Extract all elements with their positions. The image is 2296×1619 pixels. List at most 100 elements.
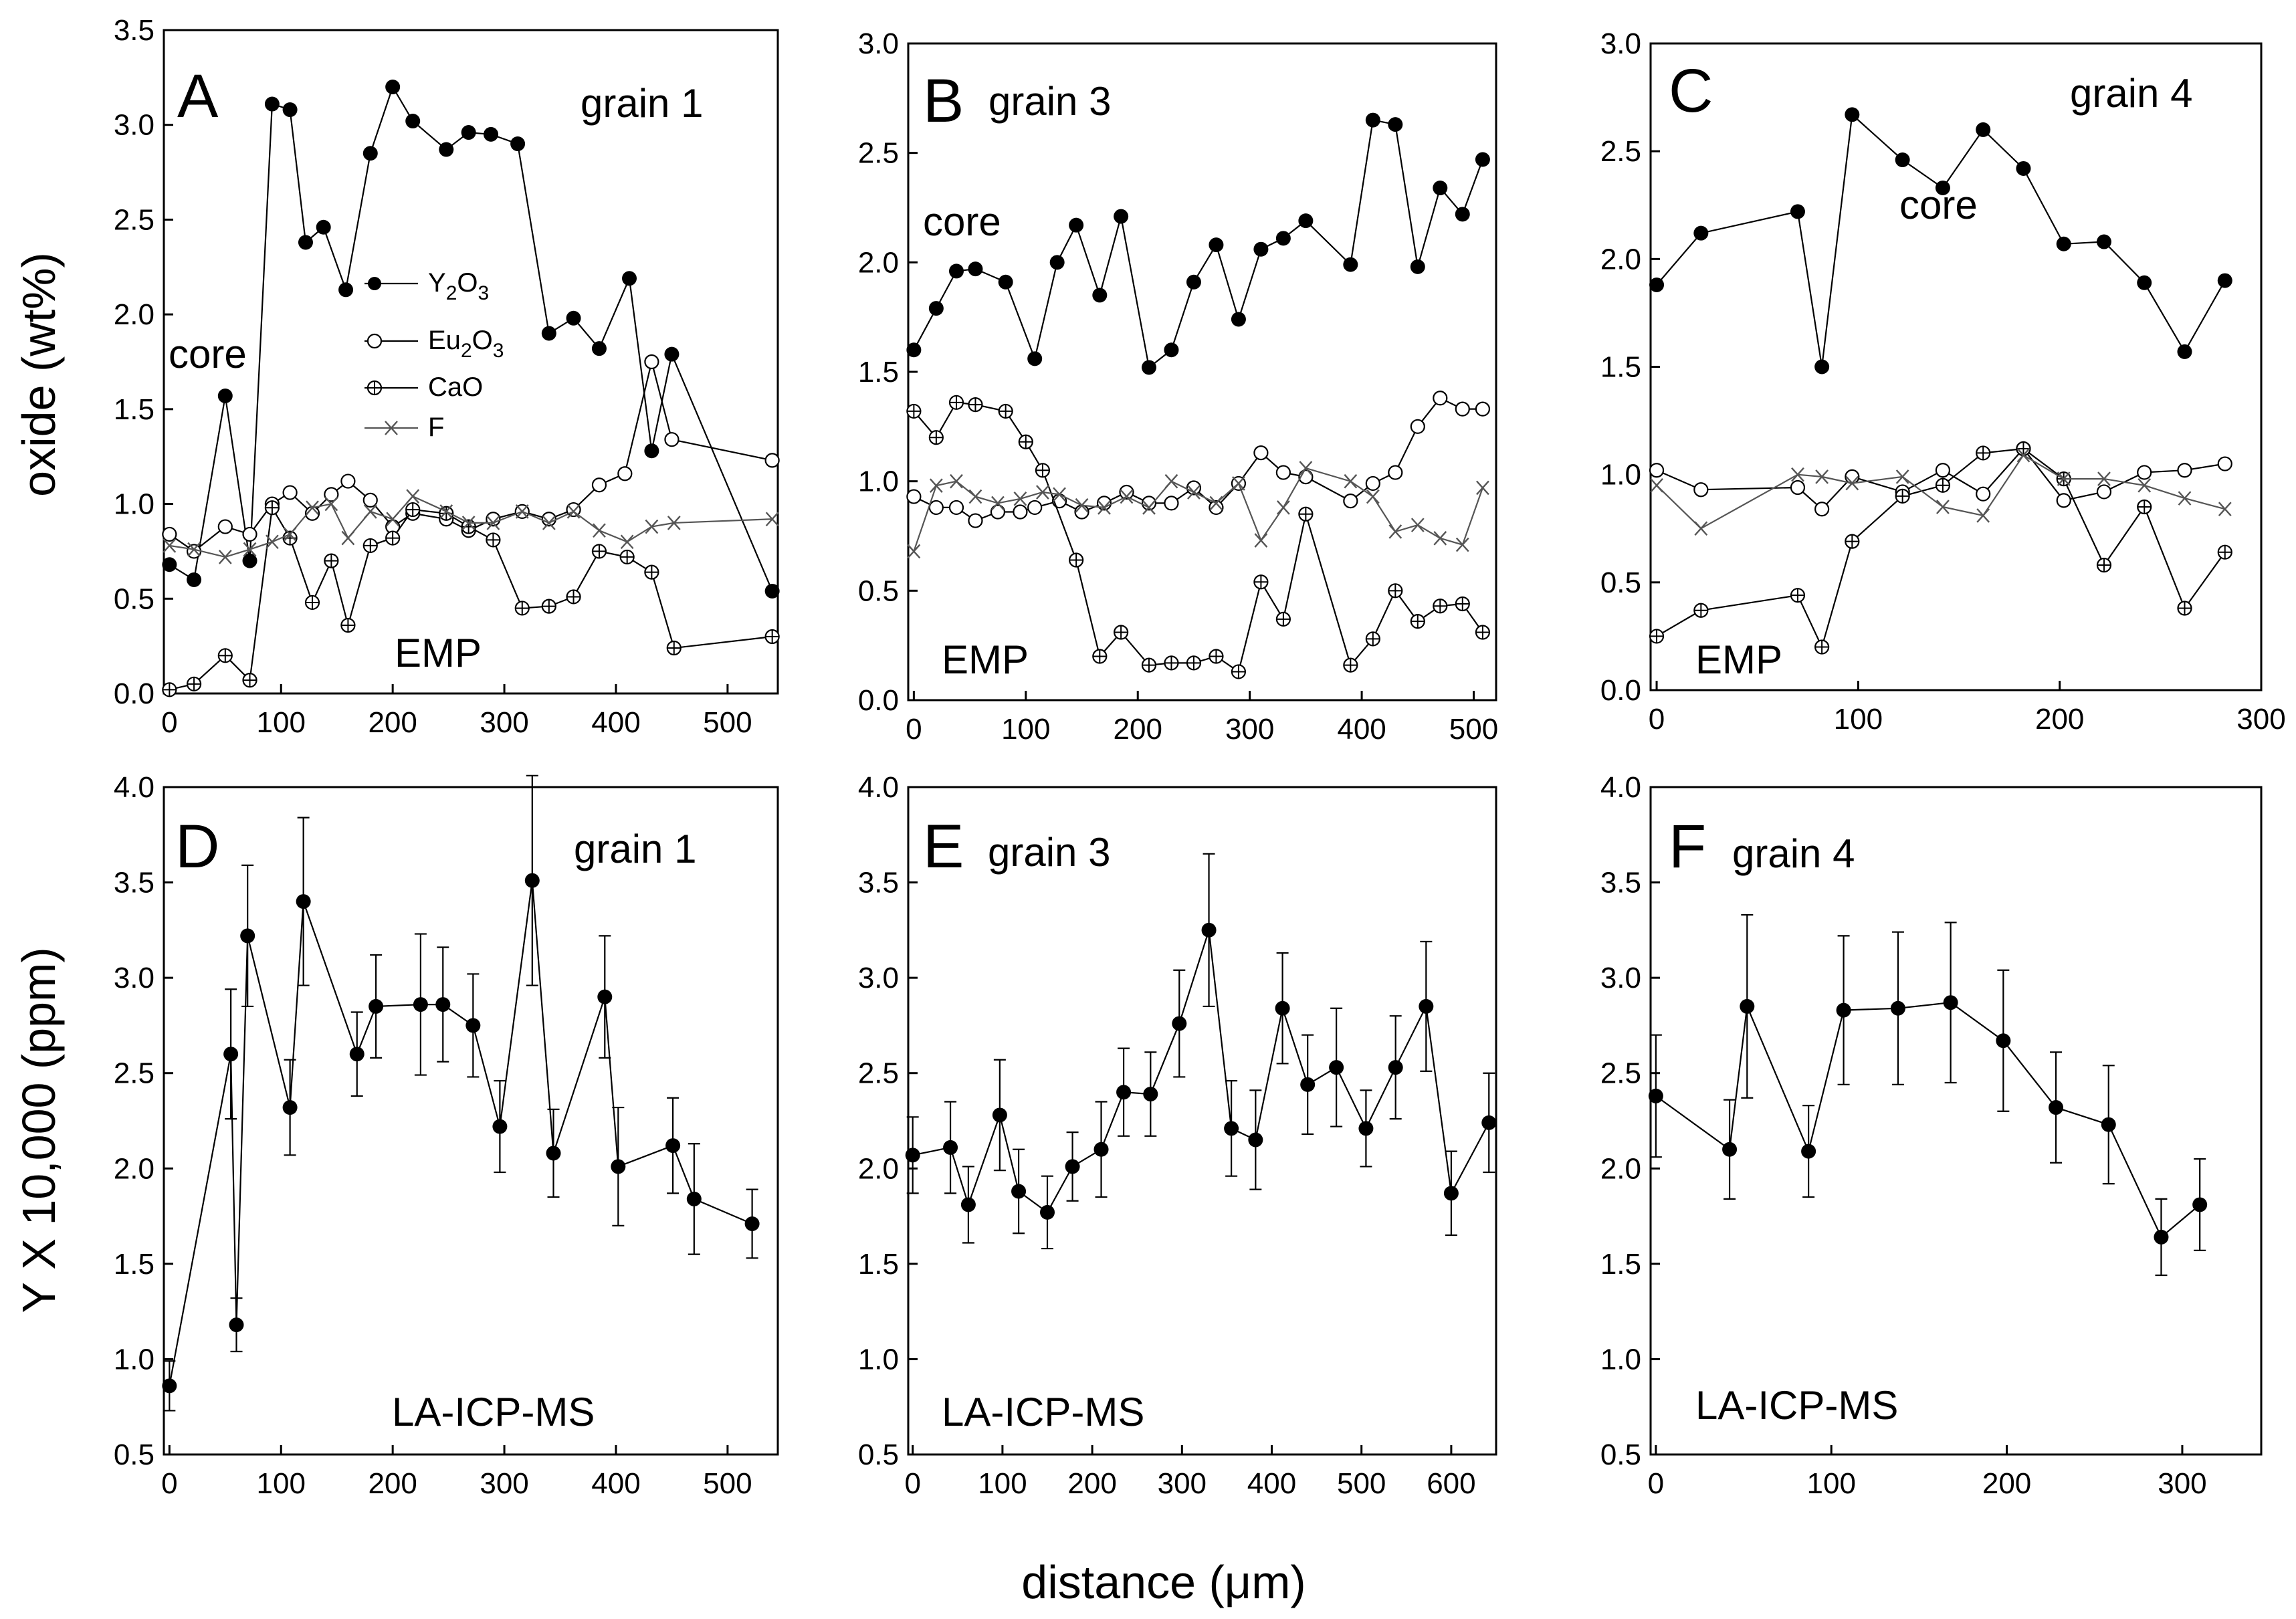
x-tick-label: 400 bbox=[591, 1467, 640, 1500]
legend-marker-cao bbox=[367, 380, 383, 396]
data-point-y bbox=[1143, 1087, 1158, 1102]
data-point-f bbox=[2218, 502, 2232, 517]
x-tick-label: 500 bbox=[703, 706, 752, 739]
data-point-y2o3 bbox=[2016, 160, 2031, 176]
data-point-f bbox=[324, 496, 338, 512]
x-tick-label: 0 bbox=[1649, 703, 1665, 736]
series-group bbox=[1649, 107, 2232, 655]
x-tick-label: 200 bbox=[1067, 1467, 1116, 1500]
y-tick-label: 0.5 bbox=[1600, 566, 1641, 599]
y-tick-label: 0.5 bbox=[1600, 1438, 1641, 1471]
data-point-cao bbox=[1410, 614, 1425, 629]
panel-title: grain 3 bbox=[988, 79, 1111, 124]
y-axis-title-top: oxide (wt%) bbox=[13, 252, 65, 497]
x-tick-label: 300 bbox=[1225, 713, 1274, 746]
data-point-y2o3 bbox=[1298, 213, 1314, 229]
data-point-y2o3 bbox=[405, 114, 421, 129]
series-line-y2o3 bbox=[1656, 113, 2226, 367]
data-point-cao bbox=[1141, 657, 1157, 673]
data-point-y bbox=[1996, 1033, 2011, 1049]
x-tick-label: 100 bbox=[1834, 703, 1883, 736]
panel-letter-b: B bbox=[923, 67, 964, 135]
data-point-y2o3 bbox=[461, 125, 476, 140]
data-point-y2o3 bbox=[664, 346, 680, 362]
y-tick-label: 0.5 bbox=[114, 582, 154, 615]
data-point-y bbox=[2154, 1229, 2169, 1245]
x-tick-label: 0 bbox=[904, 1467, 920, 1500]
x-tick-label: 0 bbox=[1648, 1467, 1664, 1500]
data-point-f bbox=[515, 504, 529, 519]
data-point-f bbox=[667, 516, 681, 530]
data-point-f bbox=[406, 489, 420, 504]
data-point-y bbox=[1065, 1159, 1080, 1174]
x-tick-label: 300 bbox=[2236, 703, 2285, 736]
y-tick-label: 1.0 bbox=[1600, 1343, 1641, 1376]
data-point-cao bbox=[2217, 544, 2232, 560]
data-point-y bbox=[240, 928, 255, 944]
y-axis-title-bottom: Y X 10,000 (ppm) bbox=[13, 947, 65, 1313]
data-point-f bbox=[620, 534, 634, 550]
data-point-eu2o3 bbox=[1475, 401, 1491, 417]
x-tick-label: 500 bbox=[1449, 713, 1498, 746]
series-line-cao bbox=[1656, 447, 2226, 649]
data-point-y2o3 bbox=[566, 310, 581, 326]
data-point-f bbox=[283, 527, 297, 542]
data-point-f bbox=[1895, 469, 1909, 484]
data-point-y2o3 bbox=[2217, 273, 2232, 288]
data-point-f bbox=[765, 512, 779, 527]
data-point-y2o3 bbox=[1814, 359, 1830, 374]
y-tick-label: 3.0 bbox=[114, 962, 154, 994]
panel-f-chart: 0.5 1.0 1.5 2.0 2.5 3.0 3.5 4.0 0 100 200 300 F gra… bbox=[1600, 771, 2263, 1500]
panel-letter-f: F bbox=[1669, 813, 1706, 881]
data-point-y bbox=[435, 997, 451, 1012]
annotation-core: core bbox=[923, 199, 1001, 244]
data-point-y2o3 bbox=[541, 326, 556, 341]
data-point-f bbox=[1366, 489, 1380, 504]
x-tick-label: 200 bbox=[368, 1467, 417, 1500]
data-point-f bbox=[243, 542, 257, 557]
data-point-y2o3 bbox=[439, 142, 454, 157]
data-point-f bbox=[1098, 500, 1111, 515]
data-point-y bbox=[1943, 995, 1958, 1010]
data-point-eu2o3 bbox=[1275, 465, 1291, 480]
y-tick-label: 2.5 bbox=[1600, 1057, 1641, 1090]
series-group bbox=[162, 774, 760, 1412]
data-point-y bbox=[296, 894, 311, 909]
annotation-core: core bbox=[1899, 183, 1978, 227]
y-tick-label: 1.5 bbox=[1600, 351, 1641, 384]
x-tick-label: 300 bbox=[480, 706, 528, 739]
data-point-cao bbox=[1814, 639, 1830, 655]
data-point-y2o3 bbox=[338, 282, 354, 298]
data-point-f bbox=[266, 534, 279, 550]
x-tick-label: 200 bbox=[1114, 713, 1162, 746]
data-point-f bbox=[1254, 533, 1268, 548]
data-point-cao bbox=[1069, 552, 1084, 568]
data-point-eu2o3 bbox=[1074, 504, 1089, 520]
data-point-f bbox=[1232, 476, 1245, 491]
data-point-f bbox=[461, 516, 476, 530]
data-point-cao bbox=[1475, 625, 1491, 640]
data-point-y2o3 bbox=[591, 341, 607, 356]
data-point-y bbox=[465, 1018, 481, 1033]
data-point-eu2o3 bbox=[1365, 475, 1380, 492]
legend-label-f: F bbox=[428, 413, 444, 442]
data-point-f bbox=[1455, 537, 1469, 552]
data-point-f bbox=[991, 496, 1005, 511]
data-point-y bbox=[2101, 1117, 2116, 1132]
data-point-y bbox=[546, 1146, 561, 1161]
data-point-cao bbox=[1298, 506, 1314, 522]
data-point-cao bbox=[340, 617, 356, 633]
data-point-cao bbox=[1649, 629, 1665, 644]
data-point-cao bbox=[385, 530, 401, 546]
data-point-y2o3 bbox=[622, 271, 637, 286]
data-point-f bbox=[1936, 500, 1950, 514]
data-point-y bbox=[162, 1378, 177, 1394]
plot-frame bbox=[907, 42, 1497, 701]
data-point-y bbox=[524, 873, 540, 888]
data-point-y2o3 bbox=[1976, 122, 1991, 137]
x-tick-label: 0 bbox=[161, 1467, 177, 1500]
y-tick-label: 1.0 bbox=[114, 488, 154, 521]
y-tick-label: 1.0 bbox=[1600, 459, 1641, 492]
data-point-eu2o3 bbox=[1027, 500, 1043, 516]
data-point-y2o3 bbox=[1253, 241, 1269, 257]
